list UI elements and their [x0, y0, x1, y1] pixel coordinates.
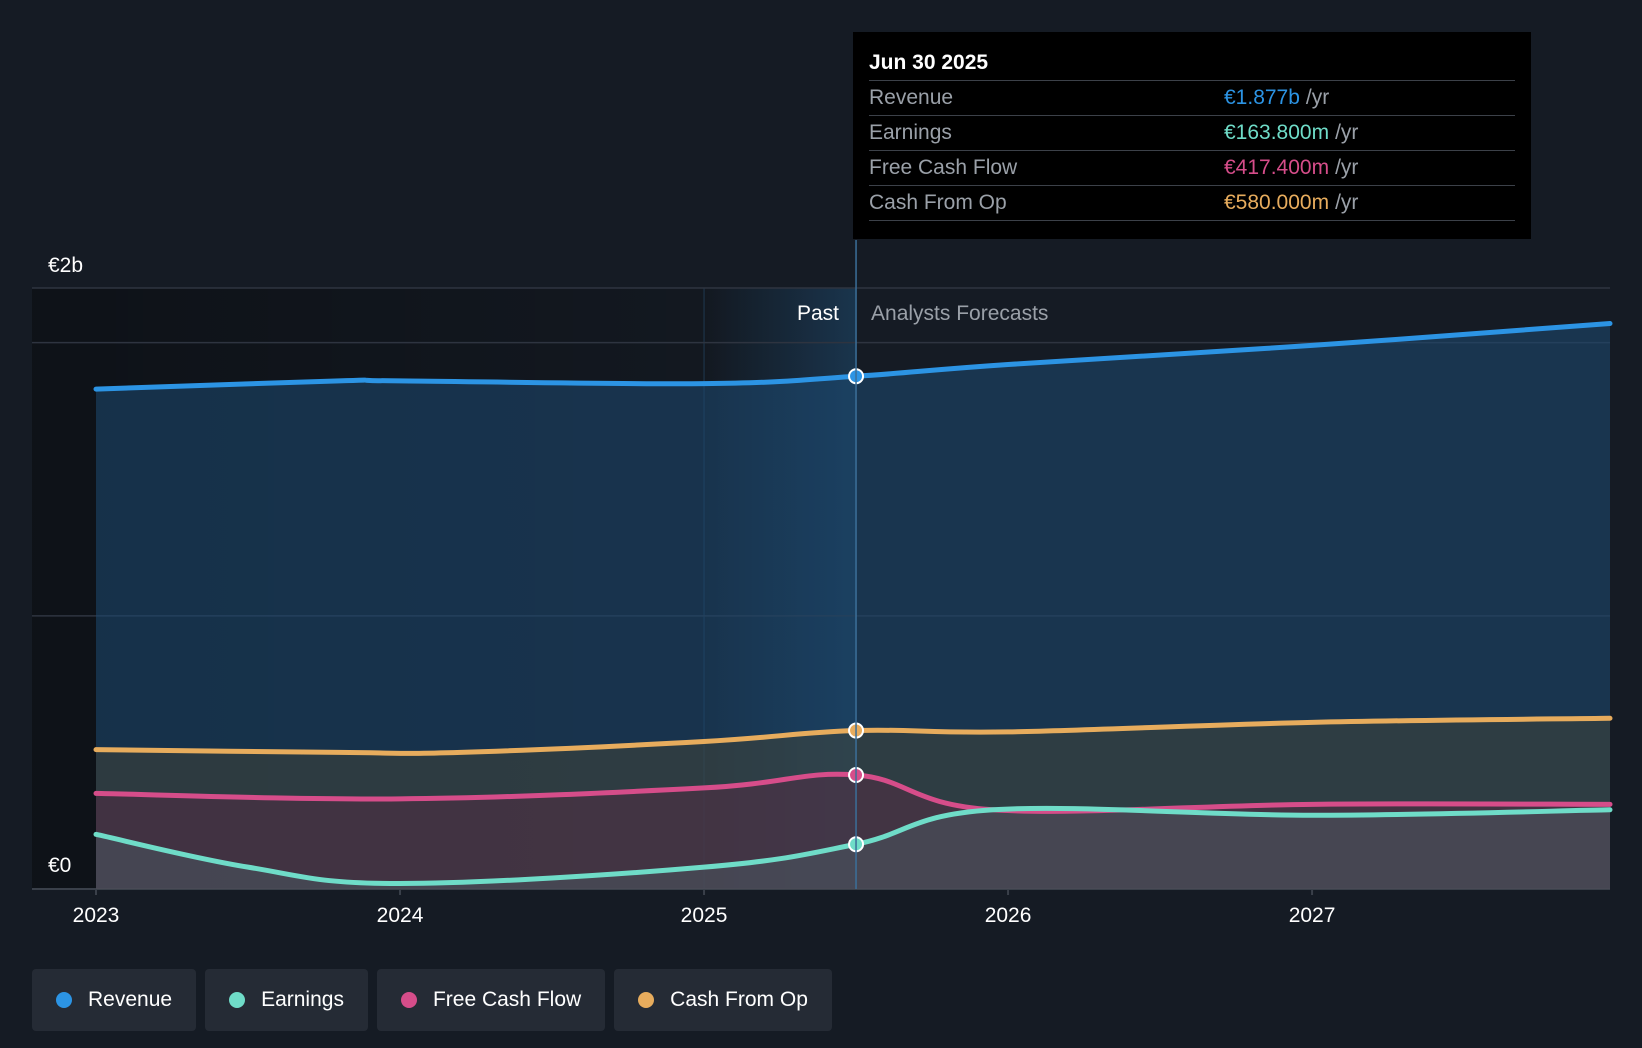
y-axis-label-bottom: €0: [48, 854, 71, 877]
tooltip-unit: /yr: [1305, 86, 1330, 109]
line-cash-from-op: [93, 715, 1613, 756]
forecast-label: Analysts Forecasts: [871, 302, 1048, 325]
legend-item-free-cash-flow[interactable]: Free Cash Flow: [376, 969, 606, 1031]
tooltip-unit: /yr: [1335, 156, 1359, 179]
legend-dot-icon: [400, 992, 417, 1008]
legend-label: Earnings: [261, 988, 344, 1011]
line-earnings: [93, 805, 1613, 887]
legend-dot-icon: [56, 992, 72, 1008]
legend-label: Free Cash Flow: [432, 988, 582, 1011]
tooltip-name: Revenue: [869, 86, 954, 109]
tooltip-row-earnings: Earnings €163.800m /yr: [869, 116, 1515, 151]
tooltip-row-revenue: Revenue €1.877b /yr: [869, 81, 1515, 116]
x-tick-label: 2027: [1289, 904, 1336, 927]
tooltip-row-cash-from-op: Cash From Op €580.000m /yr: [869, 186, 1515, 221]
tooltip-unit: /yr: [1335, 191, 1359, 214]
x-tick-label: 2026: [985, 904, 1032, 927]
legend-label: Revenue: [88, 988, 173, 1011]
tooltip-row-free-cash-flow: Free Cash Flow €417.400m /yr: [869, 151, 1515, 186]
legend: Revenue Earnings Free Cash Flow Cash Fro…: [32, 969, 832, 1031]
legend-label: Cash From Op: [670, 988, 808, 1011]
legend-dot-icon: [638, 992, 655, 1008]
x-tick-label: 2024: [377, 904, 424, 927]
tooltip-value: €1.877b: [1224, 86, 1300, 109]
tooltip-name: Free Cash Flow: [869, 156, 1018, 179]
line-revenue: [93, 321, 1613, 392]
y-axis-label-top: €2b: [48, 254, 83, 277]
tooltip-value: €580.000m: [1224, 191, 1330, 214]
x-tick-label: 2023: [73, 904, 120, 927]
tooltip-name: Earnings: [869, 121, 952, 144]
tooltip-value: €163.800m: [1224, 121, 1330, 144]
legend-item-cash-from-op[interactable]: Cash From Op: [614, 969, 832, 1031]
past-label: Past: [797, 302, 839, 325]
legend-dot-icon: [229, 992, 246, 1008]
tooltip-unit: /yr: [1335, 121, 1359, 144]
tooltip: Jun 30 2025 Revenue €1.877b /yr Earnings…: [853, 32, 1531, 239]
area-revenue: [96, 323, 1610, 889]
x-tick-label: 2025: [681, 904, 728, 927]
tooltip-name: Cash From Op: [869, 191, 1007, 214]
area-free-cash-flow: [96, 774, 1610, 889]
legend-item-revenue[interactable]: Revenue: [32, 969, 197, 1031]
legend-item-earnings[interactable]: Earnings: [205, 969, 368, 1031]
tooltip-date: Jun 30 2025: [869, 46, 1515, 81]
area-cash-from-op: [96, 718, 1610, 889]
tooltip-value: €417.400m: [1224, 156, 1330, 179]
